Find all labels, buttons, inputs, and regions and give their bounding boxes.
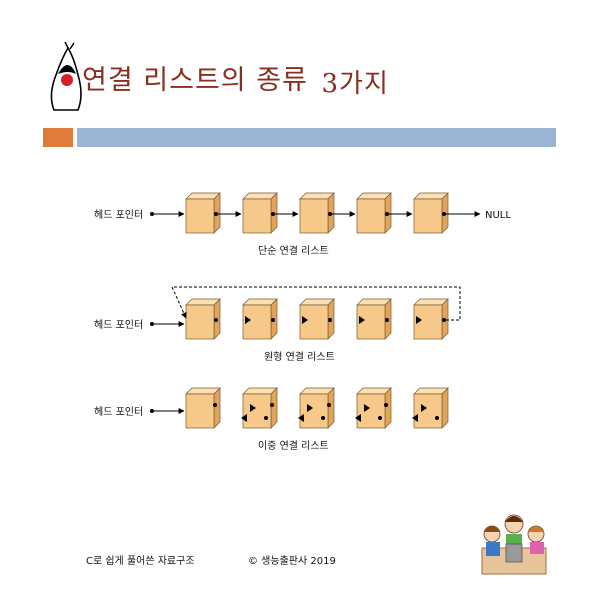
prev-arrow [412, 414, 418, 422]
next-arrow [421, 404, 427, 412]
footer-book-title: C로 쉽게 풀어쓴 자료구조 [86, 556, 195, 567]
head-pointer-label-1: 헤드 포인터 [94, 209, 143, 221]
node-3 [299, 387, 335, 429]
link-arrow [245, 316, 251, 324]
singly-linked-list: 헤드 포인터 NULL 단순 연결 리스트 [94, 192, 511, 257]
link-arrow [359, 316, 365, 324]
node-5 [413, 387, 449, 429]
circular-back-arrow [171, 286, 461, 321]
prev-arrow [298, 414, 304, 422]
page-title: 연결 리스트의 종류 3가지 [82, 58, 389, 99]
node-2 [242, 387, 278, 429]
prev-arrow [355, 414, 361, 422]
doubly-linked-list: 헤드 포인터 이중 연결 리스트 [94, 387, 449, 452]
null-label: NULL [485, 210, 511, 221]
accent-bar-orange [43, 128, 73, 147]
java-duke-mascot [50, 41, 82, 111]
footer-copyright: © 생능출판사 2019 [248, 556, 336, 567]
head-pointer-dot-2 [150, 322, 154, 326]
link-arrow [302, 316, 308, 324]
head-pointer-label-2: 헤드 포인터 [94, 319, 143, 331]
circular-linked-list: 헤드 포인터 원형 연결 리스트 [94, 286, 461, 363]
title-number: 3가지 [321, 69, 389, 99]
link-arrow [416, 316, 422, 324]
head-pointer-dot-1 [150, 212, 154, 216]
node-4 [356, 387, 392, 429]
accent-bar-blue [77, 128, 556, 147]
node-1 [185, 387, 221, 429]
children-illustration [481, 514, 547, 575]
singly-caption: 단순 연결 리스트 [258, 245, 329, 257]
circular-caption: 원형 연결 리스트 [264, 351, 335, 363]
head-pointer-dot-3 [150, 409, 154, 413]
title-text: 연결 리스트의 종류 [82, 65, 308, 96]
prev-arrow [241, 414, 247, 422]
next-arrow [364, 404, 370, 412]
head-pointer-label-3: 헤드 포인터 [94, 406, 143, 418]
doubly-caption: 이중 연결 리스트 [258, 440, 329, 452]
next-arrow [250, 404, 256, 412]
next-arrow [307, 404, 313, 412]
